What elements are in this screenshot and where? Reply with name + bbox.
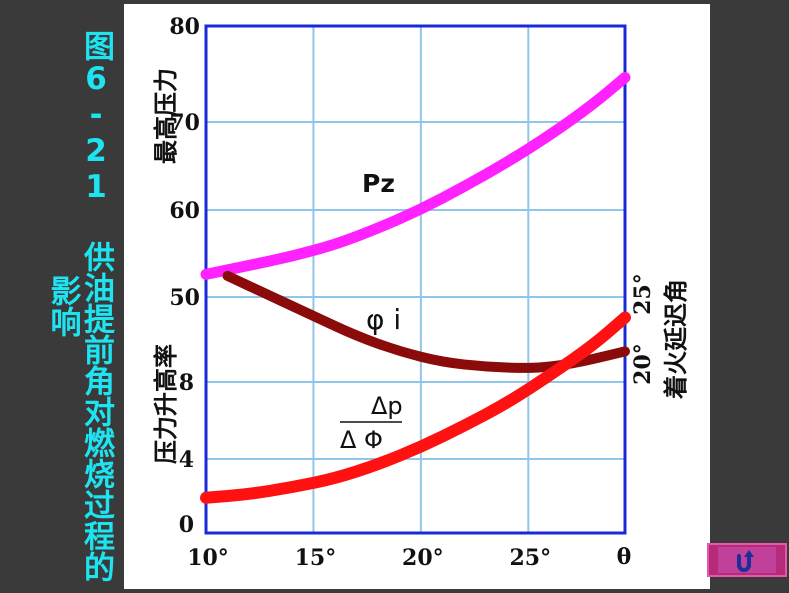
series-line-phi [222,270,630,373]
x-axis-label: θ [617,544,632,570]
series-layer [200,71,631,504]
plot-frame [204,24,627,535]
tick-labels: 50 60 70 80 0 4 8 10° 15° 20° 25° 20° 25° [169,14,656,571]
y-tick-label: 70 [169,110,200,136]
right-axis-label: 着火延迟角 [662,279,690,399]
figure-panel: 50 60 70 80 0 4 8 10° 15° 20° 25° 20° 25° 最高压力 压力升高率… [124,4,710,589]
x-tick-label: 10° [187,545,229,571]
y-tick-label: 50 [169,285,200,311]
right-tick-label: 25° [630,273,656,315]
return-button[interactable] [707,543,787,577]
grid [205,25,625,533]
y-tick-label: 80 [169,14,200,40]
y-tick-label: 4 [179,447,194,473]
x-tick-label: 25° [509,545,551,571]
y-tick-label: 0 [179,512,194,538]
lower-left-axis-label: 压力升高率 [152,344,180,464]
return-button-face [718,547,776,573]
upper-left-axis-label: 最高压力 [152,68,180,164]
y-tick-label: 60 [169,198,200,224]
right-tick-label: 20° [630,343,656,385]
return-arrow-icon [737,550,754,572]
slide-title: 图6-21 供油提前角对燃烧过程的影响 [44,29,115,582]
chart-area: 50 60 70 80 0 4 8 10° 15° 20° 25° 20° 25° 最高压力 压力升高率… [152,14,690,571]
series-line-pz [200,71,631,280]
series-line-dp [200,311,631,504]
x-tick-label: 20° [402,545,444,571]
x-tick-label: 15° [295,545,337,571]
y-tick-label: 8 [179,370,194,396]
phi-curve-label: φ i [366,303,401,336]
dp-label-denominator: Δ Φ [340,426,383,454]
dp-label-numerator: Δp [371,392,403,420]
pz-curve-label: Pz [362,169,395,198]
